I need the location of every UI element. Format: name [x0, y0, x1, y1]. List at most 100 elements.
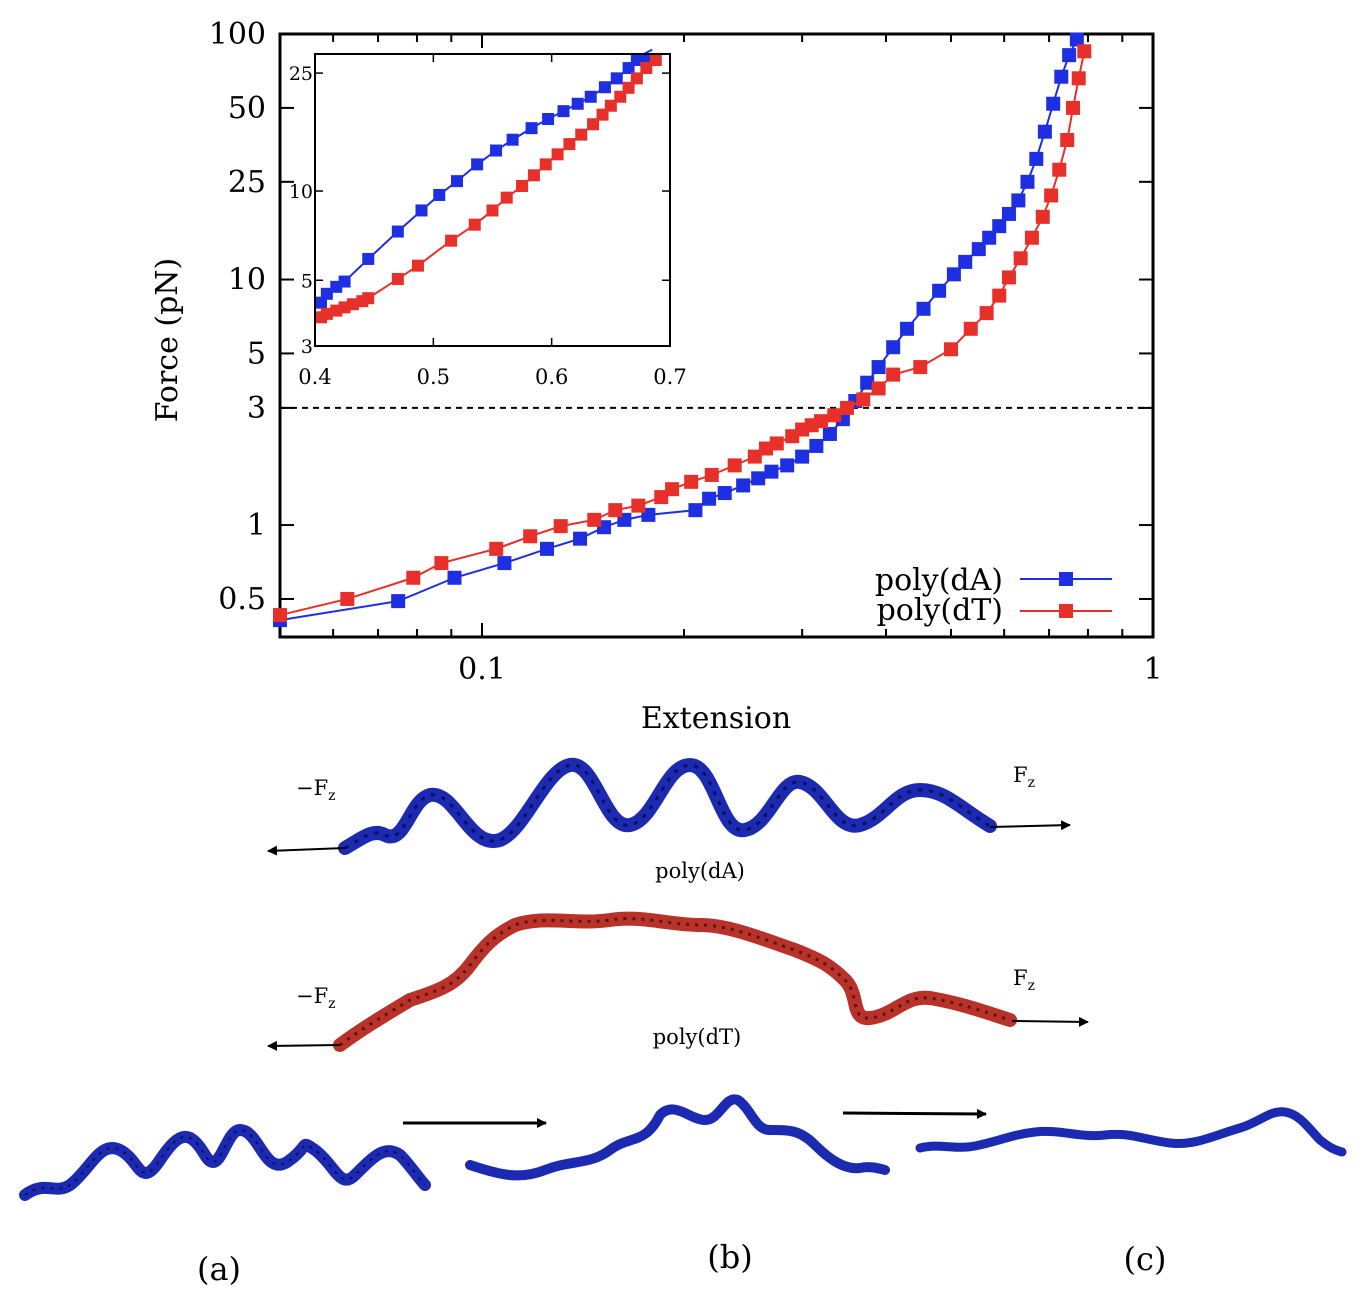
inset-data-point-polydT — [630, 72, 643, 85]
data-point-polydT — [489, 541, 504, 556]
data-point-polydT — [273, 608, 287, 623]
data-point-polydT — [758, 441, 773, 456]
inset-data-point-polydT — [604, 99, 617, 112]
data-point-polydT — [1024, 230, 1039, 245]
inset-x-tick-label: 0.6 — [535, 365, 568, 389]
inset-data-point-polydA — [506, 133, 519, 146]
y-axis-label: Force (pN) — [150, 258, 185, 423]
y-axis-ticks: 0.5 1 3 5 10 25 50 100 — [209, 17, 1153, 617]
data-point-polydT — [992, 288, 1007, 303]
inset-series-layer — [315, 48, 662, 324]
data-point-polydT — [944, 342, 959, 357]
data-point-polydA — [688, 503, 703, 518]
data-point-polydA — [1062, 48, 1077, 63]
polydT-label: poly(dT) — [653, 1025, 742, 1049]
inset-chart: 3 5 10 25 0.4 0.5 0.6 0.7 — [289, 48, 687, 389]
inset-data-point-polydA — [584, 90, 597, 103]
data-point-polydA — [822, 426, 837, 441]
data-point-polydT — [704, 467, 719, 482]
right-force-label-polydT: Fz — [1013, 966, 1035, 994]
data-point-polydA — [860, 375, 875, 390]
data-point-polydA — [916, 301, 931, 316]
inset-y-ticks: 3 5 10 25 — [289, 63, 670, 358]
arrow-b-to-c — [842, 1108, 987, 1119]
data-point-polydT — [963, 321, 978, 336]
data-point-polydA — [809, 438, 824, 453]
inset-data-point-polydT — [640, 62, 653, 75]
inset-data-point-polydA — [451, 175, 463, 188]
inset-x-ticks: 0.4 0.5 0.6 0.7 — [298, 54, 687, 389]
inset-data-point-polydA — [542, 113, 555, 126]
label-c: (c) — [1124, 1240, 1167, 1278]
series-layer — [273, 32, 1092, 628]
data-point-polydA — [1001, 206, 1016, 221]
data-point-polydT — [553, 519, 568, 534]
y-tick-label: 3 — [247, 391, 266, 426]
inset-data-point-polydA — [471, 158, 484, 171]
inset-data-point-polydT — [500, 191, 513, 204]
data-point-polydT — [1077, 44, 1092, 59]
data-point-polydT — [769, 436, 784, 451]
inset-y-tick-label: 25 — [289, 63, 313, 85]
inset-x-tick-label: 0.7 — [653, 365, 686, 389]
left-force-label-polydA: −Fz — [296, 776, 336, 804]
data-point-polydT — [1001, 270, 1016, 285]
inset-data-point-polydT — [362, 292, 375, 305]
data-point-polydT — [654, 490, 669, 505]
data-point-polydT — [827, 408, 842, 423]
data-point-polydA — [795, 449, 810, 464]
inset-x-tick-label: 0.5 — [417, 365, 450, 389]
polydA-strand — [338, 757, 997, 855]
data-point-polydT — [434, 556, 449, 571]
inset-y-tick-label: 10 — [289, 181, 313, 203]
inset-data-point-polydT — [468, 218, 481, 231]
data-point-polydA — [1011, 193, 1026, 208]
inset-data-point-polydA — [525, 122, 538, 135]
data-point-polydA — [1037, 124, 1052, 139]
inset-data-point-polydA — [557, 105, 570, 118]
data-point-polydA — [958, 254, 973, 269]
inset-data-point-polydT — [445, 234, 458, 247]
polydT-structure: −Fz Fz poly(dT) — [267, 911, 1089, 1052]
data-point-polydA — [751, 471, 766, 486]
data-point-polydA — [764, 464, 779, 479]
inset-data-point-polydA — [433, 188, 446, 201]
polydA-label: poly(dA) — [655, 859, 745, 883]
inset-data-point-polydT — [411, 259, 424, 272]
data-point-polydA — [992, 219, 1007, 234]
inset-data-point-polydA — [490, 144, 503, 157]
inset-data-point-polydA — [320, 287, 333, 300]
inset-data-point-polydA — [598, 81, 611, 94]
inset-data-point-polydA — [610, 72, 623, 85]
data-point-polydT — [587, 512, 602, 527]
legend-marker-polydA — [1059, 572, 1073, 586]
inset-data-point-polydT — [587, 118, 600, 131]
data-point-polydA — [391, 594, 406, 609]
plot-frame — [278, 32, 1155, 639]
legend-marker-polydT — [1059, 604, 1073, 618]
inset-data-point-polydA — [338, 275, 351, 288]
data-point-polydA — [540, 541, 555, 556]
left-force-label-polydT: −Fz — [296, 984, 336, 1012]
data-point-polydA — [971, 242, 986, 257]
data-point-polydA — [497, 556, 512, 571]
structure-c — [915, 1107, 1347, 1157]
data-point-polydA — [1046, 96, 1061, 111]
data-point-polydT — [840, 400, 855, 415]
inset-x-tick-label: 0.4 — [298, 365, 331, 389]
y-tick-label: 0.5 — [218, 582, 266, 617]
data-point-polydA — [702, 491, 717, 506]
inset-y-tick-label: 5 — [301, 270, 313, 292]
inset-data-point-polydT — [527, 169, 540, 182]
legend-label-polydA: poly(dA) — [875, 563, 1003, 598]
right-force-label-polydA: Fz — [1013, 763, 1035, 791]
data-point-polydA — [946, 267, 961, 282]
right-force-arrow-polydT — [1011, 1016, 1089, 1027]
inset-data-point-polydT — [486, 204, 499, 217]
left-force-arrow-polydT — [267, 1040, 341, 1051]
inset-data-point-polydT — [516, 179, 529, 192]
inset-data-point-polydA — [362, 252, 375, 265]
data-point-polydT — [1013, 251, 1028, 266]
inset-data-point-polydA — [571, 97, 584, 110]
